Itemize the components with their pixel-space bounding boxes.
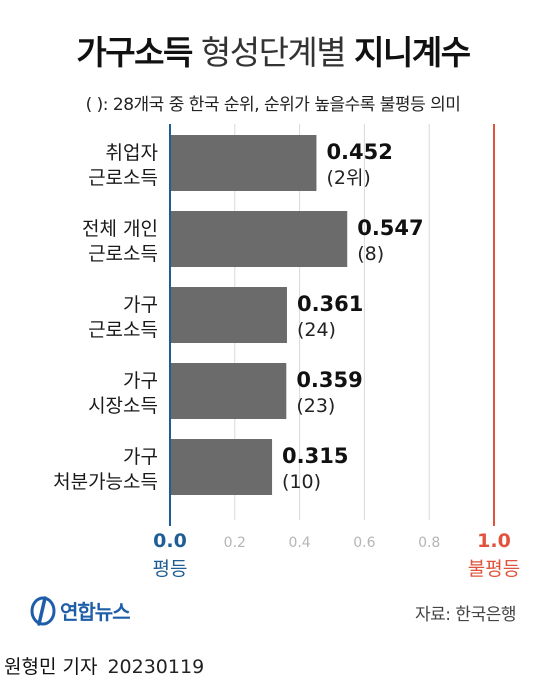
x-tick-label: 0.6 bbox=[353, 535, 375, 551]
rank-label: (2위) bbox=[326, 167, 370, 189]
yonhap-logo-icon bbox=[30, 596, 56, 626]
axis-end-label-max: 불평등 bbox=[468, 558, 520, 580]
category-label: 가구 bbox=[123, 446, 158, 468]
category-label: 근로소득 bbox=[88, 243, 158, 265]
value-label: 0.547 bbox=[357, 216, 423, 240]
value-label: 0.452 bbox=[326, 140, 392, 164]
bar bbox=[170, 287, 287, 343]
x-tick-label: 0.0 bbox=[153, 530, 187, 552]
author: 원형민 기자 bbox=[4, 656, 98, 678]
category-label: 근로소득 bbox=[88, 167, 158, 189]
x-tick-label: 0.8 bbox=[418, 535, 440, 551]
category-label: 전체 개인 bbox=[82, 218, 158, 240]
category-label: 가구 bbox=[123, 294, 158, 316]
bar bbox=[170, 211, 348, 267]
yonhap-logo: 연합뉴스 bbox=[30, 594, 131, 626]
date: 20230119 bbox=[107, 656, 205, 678]
value-label: 0.315 bbox=[282, 444, 348, 468]
category-label: 처분가능소득 bbox=[53, 471, 158, 493]
logo-text: 연합뉴스 bbox=[60, 599, 131, 624]
category-label: 시장소득 bbox=[88, 395, 158, 417]
rank-label: (23) bbox=[296, 395, 335, 417]
category-label: 근로소득 bbox=[88, 319, 158, 341]
category-label: 취업자 bbox=[106, 142, 158, 164]
byline: 원형민 기자 20230119 bbox=[4, 652, 204, 679]
title-bold-2: 지니계수 bbox=[354, 33, 471, 72]
chart-subtitle: ( ): 28개국 중 한국 순위, 순위가 높을수록 불평등 의미 bbox=[85, 95, 461, 115]
x-tick-label: 0.4 bbox=[288, 535, 310, 551]
value-label: 0.359 bbox=[296, 368, 362, 392]
x-tick-label: 1.0 bbox=[477, 530, 511, 552]
bar bbox=[170, 363, 287, 419]
title-bold-1: 가구소득 bbox=[76, 33, 193, 72]
category-label: 가구 bbox=[123, 370, 158, 392]
x-tick-label: 0.2 bbox=[224, 535, 246, 551]
rank-label: (10) bbox=[282, 471, 321, 493]
source-note: 자료: 한국은행 bbox=[415, 605, 516, 625]
rank-label: (24) bbox=[297, 319, 336, 341]
bar bbox=[170, 439, 273, 495]
axis-end-label-min: 평등 bbox=[153, 558, 188, 580]
value-label: 0.361 bbox=[297, 292, 363, 316]
rank-label: (8) bbox=[357, 243, 384, 265]
title-light: 형성단계별 bbox=[191, 33, 355, 72]
bar bbox=[170, 135, 317, 191]
chart-title: 가구소득 형성단계별 지니계수 bbox=[0, 26, 546, 74]
